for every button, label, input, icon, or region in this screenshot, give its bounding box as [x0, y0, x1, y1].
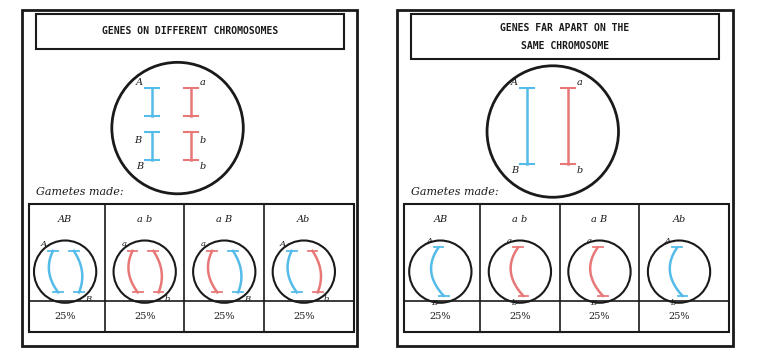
FancyBboxPatch shape: [36, 14, 343, 48]
Text: A: A: [511, 78, 518, 86]
Text: a B: a B: [216, 215, 232, 223]
FancyBboxPatch shape: [397, 11, 733, 346]
Text: 25%: 25%: [134, 312, 155, 321]
Text: B: B: [511, 166, 518, 175]
FancyBboxPatch shape: [411, 14, 719, 59]
Text: B: B: [85, 295, 91, 303]
Text: B: B: [431, 299, 437, 307]
Text: a: a: [200, 78, 206, 86]
Text: 25%: 25%: [214, 312, 235, 321]
Text: B: B: [136, 162, 143, 170]
Text: SAME CHROMOSOME: SAME CHROMOSOME: [521, 41, 609, 51]
Text: A: A: [41, 240, 47, 248]
Text: b: b: [200, 136, 206, 145]
Text: a B: a B: [591, 215, 607, 223]
Text: 25%: 25%: [589, 312, 610, 321]
Text: A: A: [136, 78, 143, 86]
Text: 25%: 25%: [669, 312, 690, 321]
Text: Gametes made:: Gametes made:: [36, 187, 124, 197]
Text: a: a: [507, 237, 512, 245]
Text: a: a: [587, 237, 591, 245]
Text: B: B: [134, 136, 141, 145]
Text: 25%: 25%: [430, 312, 451, 321]
Text: AB: AB: [434, 215, 447, 223]
Text: Gametes made:: Gametes made:: [411, 187, 499, 197]
Text: B: B: [244, 295, 250, 303]
Text: a: a: [201, 240, 206, 248]
Text: a b: a b: [512, 215, 528, 223]
Text: 25%: 25%: [55, 312, 76, 321]
FancyBboxPatch shape: [404, 204, 729, 332]
Text: GENES ON DIFFERENT CHROMOSOMES: GENES ON DIFFERENT CHROMOSOMES: [102, 26, 277, 36]
Text: b: b: [200, 162, 206, 170]
FancyBboxPatch shape: [29, 204, 354, 332]
Text: a b: a b: [137, 215, 152, 223]
Text: b: b: [577, 166, 583, 175]
Text: Ab: Ab: [297, 215, 311, 223]
Text: Ab: Ab: [672, 215, 686, 223]
Text: AB: AB: [58, 215, 72, 223]
FancyBboxPatch shape: [22, 11, 358, 346]
Text: b: b: [671, 299, 676, 307]
Text: 25%: 25%: [509, 312, 531, 321]
Text: A: A: [665, 237, 671, 245]
Text: A: A: [280, 240, 286, 248]
Text: b: b: [164, 295, 170, 303]
Text: 25%: 25%: [293, 312, 315, 321]
Text: B: B: [590, 299, 597, 307]
Text: A: A: [427, 237, 432, 245]
Text: b: b: [512, 299, 517, 307]
Text: b: b: [324, 295, 329, 303]
Text: a: a: [121, 240, 127, 248]
Text: a: a: [577, 78, 583, 86]
Text: GENES FAR APART ON THE: GENES FAR APART ON THE: [500, 23, 629, 33]
